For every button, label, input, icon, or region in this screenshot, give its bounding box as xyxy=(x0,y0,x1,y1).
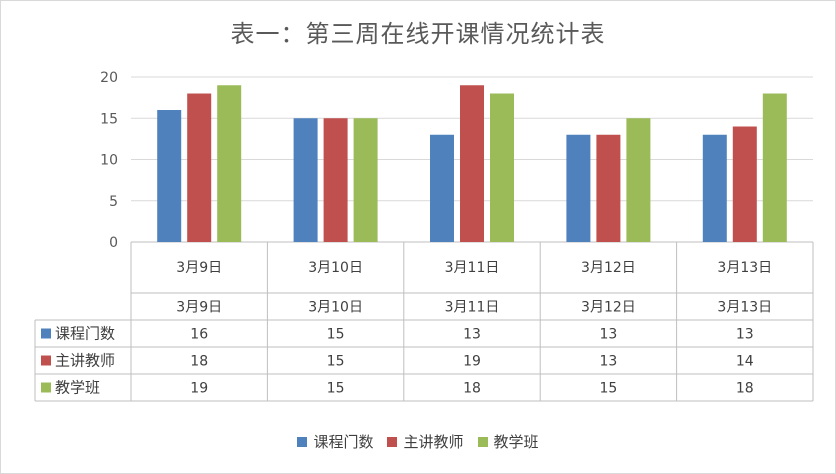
bar xyxy=(762,93,787,242)
table-legend-key xyxy=(41,355,51,366)
legend-swatch xyxy=(387,436,398,447)
table-cell: 13 xyxy=(599,327,617,343)
bar xyxy=(157,110,182,242)
x-tick-label: 3月11日 xyxy=(445,260,500,276)
y-tick-label: 20 xyxy=(100,70,118,86)
bar xyxy=(596,134,621,242)
bar xyxy=(293,118,318,242)
table-cell: 19 xyxy=(463,354,481,370)
y-tick-label: 5 xyxy=(109,194,118,210)
table-legend-key xyxy=(41,328,51,339)
bar xyxy=(353,118,378,242)
legend-swatch xyxy=(297,436,308,447)
table-cell: 18 xyxy=(190,354,208,370)
bar xyxy=(702,134,727,242)
legend-item: 教学班 xyxy=(477,431,539,452)
y-tick-label: 0 xyxy=(109,235,118,251)
y-tick-label: 10 xyxy=(100,153,118,169)
table-cell: 16 xyxy=(190,327,208,343)
table-cell: 19 xyxy=(190,381,208,397)
table-cell: 13 xyxy=(463,327,481,343)
table-cell: 14 xyxy=(736,354,754,370)
bar xyxy=(732,126,757,242)
table-cell: 15 xyxy=(599,381,617,397)
table-header-cell: 3月12日 xyxy=(581,300,636,316)
table-row-label: 课程门数 xyxy=(55,325,115,343)
table-legend-key xyxy=(41,382,51,393)
table-header-cell: 3月11日 xyxy=(445,300,500,316)
table-header-cell: 3月9日 xyxy=(176,300,222,316)
x-tick-label: 3月9日 xyxy=(176,260,222,276)
legend: 课程门数 主讲教师 教学班 xyxy=(0,431,836,452)
bar xyxy=(430,134,454,242)
table-cell: 15 xyxy=(327,381,345,397)
legend-item: 主讲教师 xyxy=(387,431,464,452)
y-tick-label: 15 xyxy=(100,111,118,127)
bar xyxy=(566,134,591,242)
legend-label: 课程门数 xyxy=(313,433,374,451)
legend-swatch xyxy=(477,436,488,447)
table-cell: 15 xyxy=(327,354,345,370)
table-cell: 15 xyxy=(327,327,345,343)
x-tick-label: 3月12日 xyxy=(581,260,636,276)
table-cell: 13 xyxy=(599,354,617,370)
bar xyxy=(490,93,514,242)
table-header-cell: 3月10日 xyxy=(308,300,363,316)
table-cell: 13 xyxy=(736,327,754,343)
table-row-label: 主讲教师 xyxy=(55,352,115,370)
bar xyxy=(187,93,212,242)
bar xyxy=(460,85,484,242)
legend-label: 教学班 xyxy=(493,433,539,451)
x-tick-label: 3月13日 xyxy=(717,260,772,276)
legend-label: 主讲教师 xyxy=(403,433,464,451)
x-tick-label: 3月10日 xyxy=(308,260,363,276)
table-cell: 18 xyxy=(736,381,754,397)
table-cell: 18 xyxy=(463,381,481,397)
table-row-label: 教学班 xyxy=(55,379,100,397)
bar xyxy=(626,118,651,242)
bar xyxy=(217,85,242,242)
chart-title: 表一：第三周在线开课情况统计表 xyxy=(230,20,606,48)
legend-item: 课程门数 xyxy=(297,431,373,452)
bar xyxy=(323,118,348,242)
table-header-cell: 3月13日 xyxy=(717,300,772,316)
